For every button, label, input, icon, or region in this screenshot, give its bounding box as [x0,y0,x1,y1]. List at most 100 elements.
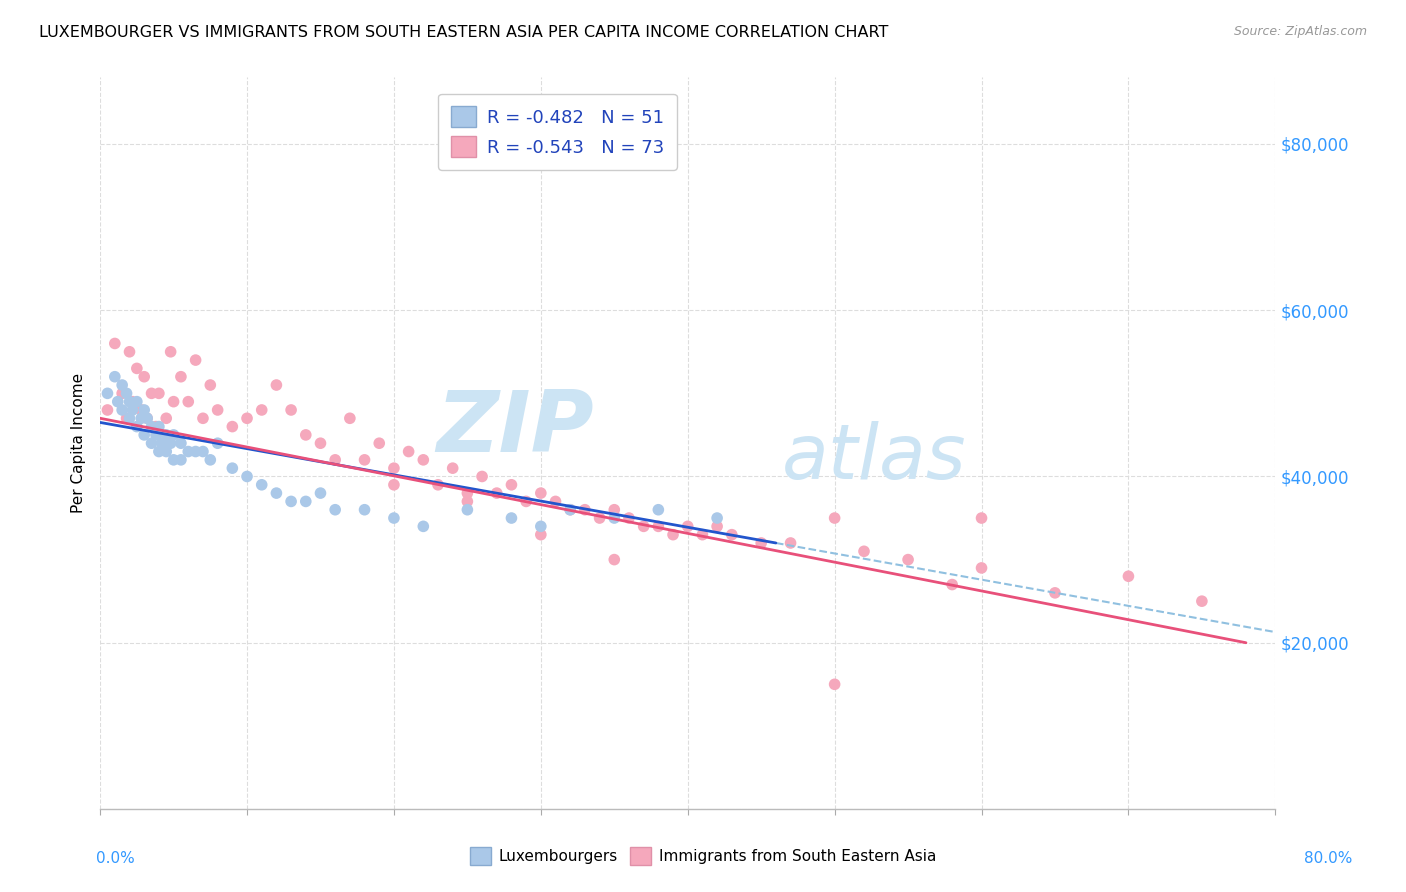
Point [121,394,143,409]
Point [456,494,478,508]
Point [382,461,405,475]
Point [129,403,152,417]
Point [148,444,170,458]
Point [441,461,464,475]
Point [162,453,184,467]
Point [515,494,537,508]
Point [603,511,626,525]
Point [824,677,846,691]
Point [104,336,127,351]
Point [136,411,159,425]
Point [530,527,553,541]
Point [177,394,200,409]
Point [853,544,876,558]
Point [266,378,288,392]
Point [339,411,361,425]
Point [692,527,714,541]
Point [294,494,316,508]
Point [184,444,207,458]
Point [1043,586,1066,600]
Point [294,428,316,442]
Point [162,394,184,409]
Point [134,369,156,384]
Point [121,403,143,417]
Point [309,486,332,500]
Point [170,453,193,467]
Point [560,502,582,516]
Point [141,419,163,434]
Point [141,386,163,401]
Point [145,419,167,434]
Point [184,353,207,368]
Point [970,561,993,575]
Point [560,502,582,516]
Text: 80.0%: 80.0% [1305,851,1353,865]
Point [177,444,200,458]
Point [897,552,920,566]
Point [221,461,243,475]
Point [647,502,669,516]
Point [159,344,181,359]
Point [647,519,669,533]
Point [530,486,553,500]
Point [148,386,170,401]
Point [280,403,302,417]
Point [280,494,302,508]
Point [111,403,134,417]
Point [155,428,177,442]
Point [207,403,229,417]
Point [749,536,772,550]
Text: Source: ZipAtlas.com: Source: ZipAtlas.com [1233,25,1367,38]
Point [309,436,332,450]
Point [236,411,259,425]
Text: ZIP: ZIP [436,387,593,470]
Point [412,519,434,533]
Point [141,436,163,450]
Point [250,477,273,491]
Point [398,444,420,458]
Point [170,369,193,384]
Point [125,419,148,434]
Point [323,453,346,467]
Point [530,519,553,533]
Point [170,436,193,450]
Point [96,403,118,417]
Point [191,444,214,458]
Point [111,378,134,392]
Point [633,519,655,533]
Point [456,486,478,500]
Point [129,411,152,425]
Point [676,519,699,533]
Point [96,386,118,401]
Text: LUXEMBOURGER VS IMMIGRANTS FROM SOUTH EASTERN ASIA PER CAPITA INCOME CORRELATION: LUXEMBOURGER VS IMMIGRANTS FROM SOUTH EA… [39,25,889,40]
Point [150,436,173,450]
Point [125,361,148,376]
Point [118,394,141,409]
Point [501,511,523,525]
Point [456,502,478,516]
Point [155,444,177,458]
Point [107,394,129,409]
Point [720,527,742,541]
Point [221,419,243,434]
Point [118,411,141,425]
Point [148,419,170,434]
Point [207,436,229,450]
Point [159,436,181,450]
Point [134,428,156,442]
Point [155,411,177,425]
Point [236,469,259,483]
Point [323,502,346,516]
Point [145,428,167,442]
Point [134,403,156,417]
Point [970,511,993,525]
Text: atlas: atlas [782,421,966,495]
Point [779,536,801,550]
Point [471,469,494,483]
Point [200,378,222,392]
Point [588,511,610,525]
Point [104,369,127,384]
Point [111,386,134,401]
Point [191,411,214,425]
Point [382,477,405,491]
